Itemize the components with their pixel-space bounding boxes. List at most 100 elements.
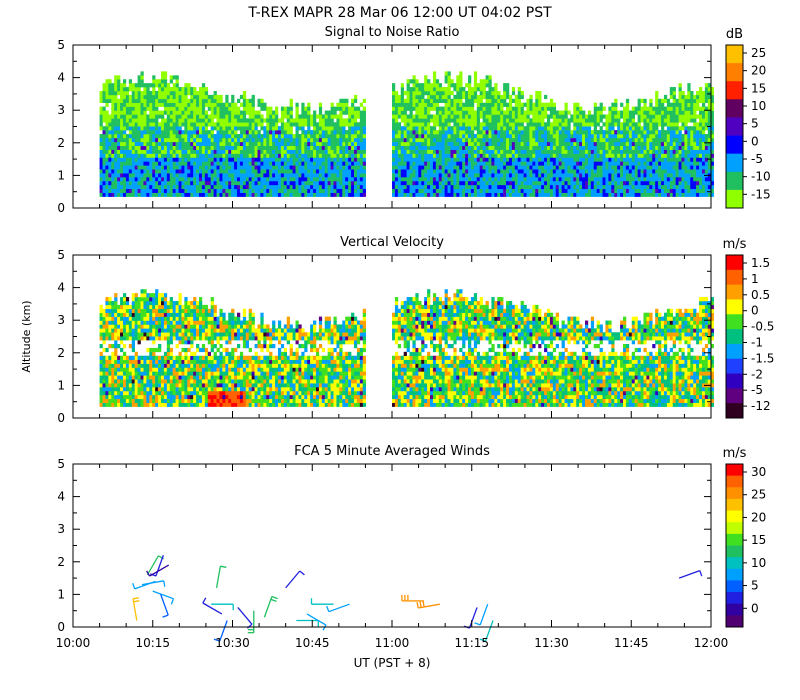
heatmap-cell [514, 118, 519, 123]
heatmap-cell [549, 188, 554, 193]
heatmap-cell [102, 90, 106, 96]
heatmap-cell [435, 110, 440, 115]
heatmap-cell [479, 134, 483, 139]
heatmap-cell [307, 102, 311, 107]
heatmap-cell [584, 145, 589, 150]
heatmap-cell [301, 122, 305, 127]
heatmap-cell [219, 126, 223, 131]
heatmap-cell [693, 165, 697, 170]
heatmap-cell [520, 126, 524, 131]
heatmap-cell [535, 177, 539, 182]
heatmap-cell [476, 192, 481, 197]
heatmap-cell [666, 192, 671, 197]
heatmap-cell [549, 184, 554, 190]
heatmap-cell [640, 173, 644, 178]
heatmap-cell [412, 141, 416, 147]
heatmap-cell [450, 173, 454, 178]
heatmap-cell [242, 184, 247, 190]
heatmap-cell [479, 188, 483, 193]
heatmap-cell [160, 90, 165, 96]
heatmap-cell [482, 87, 486, 92]
heatmap-cell [587, 161, 592, 166]
heatmap-cell [315, 134, 320, 139]
heatmap-cell [143, 106, 147, 111]
heatmap-cell [169, 114, 173, 119]
heatmap-cell [333, 106, 337, 111]
heatmap-cell [160, 141, 165, 147]
heatmap-cell [146, 126, 150, 131]
heatmap-cell [506, 87, 510, 92]
heatmap-cell [263, 157, 267, 162]
heatmap-cell [359, 122, 364, 127]
heatmap-cell [687, 188, 691, 193]
heatmap-cell [503, 134, 507, 139]
heatmap-cell [166, 161, 171, 166]
heatmap-cell [242, 188, 247, 193]
heatmap-cell [637, 161, 641, 166]
heatmap-cell [219, 180, 223, 186]
heatmap-cell [120, 87, 124, 92]
heatmap-cell [541, 110, 545, 115]
heatmap-cell [181, 165, 185, 170]
heatmap-cell [462, 169, 466, 174]
heatmap-cell [321, 184, 326, 190]
heatmap-cell [544, 114, 548, 119]
heatmap-cell [663, 161, 668, 166]
heatmap-cell [491, 180, 495, 186]
heatmap-cell [321, 157, 326, 162]
heatmap-cell [196, 141, 200, 147]
heatmap-cell [131, 161, 135, 166]
heatmap-cell [558, 180, 562, 186]
heatmap-cell [324, 122, 328, 127]
heatmap-cell [152, 102, 156, 107]
heatmap-cell [330, 114, 334, 119]
heatmap-cell [552, 165, 557, 170]
heatmap-cell [254, 188, 258, 193]
heatmap-cell [345, 149, 349, 154]
heatmap-cell [140, 157, 144, 162]
heatmap-cell [637, 180, 641, 186]
heatmap-cell [280, 126, 285, 131]
heatmap-cell [690, 126, 694, 131]
heatmap-cell [269, 169, 273, 174]
heatmap-cell [228, 173, 232, 178]
heatmap-cell [424, 153, 428, 158]
heatmap-cell [163, 106, 168, 111]
heatmap-cell [459, 130, 463, 135]
heatmap-cell [459, 165, 463, 170]
heatmap-cell [207, 94, 211, 100]
heatmap-cell [511, 130, 516, 135]
heatmap-cell [181, 114, 185, 119]
heatmap-cell [465, 106, 469, 111]
heatmap-cell [277, 126, 282, 131]
heatmap-cell [663, 94, 668, 100]
heatmap-cell [681, 184, 685, 190]
heatmap-cell [245, 122, 250, 127]
heatmap-cell [345, 165, 349, 170]
heatmap-cell [637, 192, 641, 197]
heatmap-cell [114, 149, 118, 154]
heatmap-cell [392, 184, 396, 190]
heatmap-cell [646, 106, 650, 111]
heatmap-cell [359, 180, 364, 186]
heatmap-cell [324, 173, 328, 178]
heatmap-cell [359, 169, 364, 174]
heatmap-cell [254, 118, 258, 123]
heatmap-cell [105, 122, 109, 127]
heatmap-cell [260, 118, 264, 123]
heatmap-cell [488, 98, 492, 103]
heatmap-cell [450, 145, 454, 150]
heatmap-cell [430, 149, 434, 154]
heatmap-cell [286, 180, 290, 186]
heatmap-cell [175, 90, 179, 96]
heatmap-cell [447, 126, 451, 131]
heatmap-cell [497, 110, 501, 115]
heatmap-cell [476, 102, 481, 107]
heatmap-cell [462, 165, 466, 170]
heatmap-cell [175, 153, 179, 158]
heatmap-cell [690, 137, 694, 143]
heatmap-cell [292, 192, 296, 197]
heatmap-cell [225, 153, 229, 158]
heatmap-cell [625, 126, 630, 131]
heatmap-cell [491, 165, 495, 170]
